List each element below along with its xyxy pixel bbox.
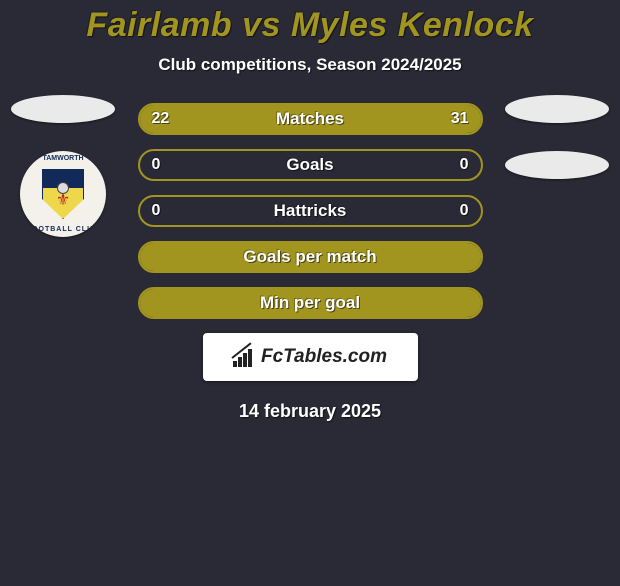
stat-label: Hattricks (140, 201, 481, 221)
stat-bar: Min per goal (138, 287, 483, 319)
left-player-column: TAMWORTH ⚜ FOOTBALL CLUB (8, 95, 118, 237)
left-player-flag (11, 95, 115, 123)
stat-label: Goals per match (140, 247, 481, 267)
stat-right-value: 31 (451, 110, 469, 128)
stat-left-value: 0 (152, 156, 161, 174)
stat-label: Min per goal (140, 293, 481, 313)
right-player-flag (505, 95, 609, 123)
right-player-secondary-oval (505, 151, 609, 179)
stat-right-value: 0 (460, 202, 469, 220)
crest-text-top: TAMWORTH (20, 155, 106, 162)
stat-bar: 0Goals0 (138, 149, 483, 181)
stat-label: Goals (140, 155, 481, 175)
logo-text: FcTables.com (261, 346, 387, 368)
left-player-crest: TAMWORTH ⚜ FOOTBALL CLUB (20, 151, 106, 237)
right-player-column (502, 95, 612, 207)
stat-bar: Goals per match (138, 241, 483, 273)
stat-right-value: 0 (460, 156, 469, 174)
comparison-title: Fairlamb vs Myles Kenlock (0, 6, 620, 45)
comparison-subtitle: Club competitions, Season 2024/2025 (0, 55, 620, 75)
stat-bar: 0Hattricks0 (138, 195, 483, 227)
crest-shield-icon: ⚜ (42, 169, 84, 219)
snapshot-date: 14 february 2025 (0, 401, 620, 422)
stat-left-value: 0 (152, 202, 161, 220)
stat-left-value: 22 (152, 110, 170, 128)
stat-bars-container: 22Matches310Goals00Hattricks0Goals per m… (138, 103, 483, 319)
stat-bar: 22Matches31 (138, 103, 483, 135)
crest-text-bottom: FOOTBALL CLUB (20, 226, 106, 233)
comparison-body: TAMWORTH ⚜ FOOTBALL CLUB 22Matches310Goa… (0, 103, 620, 422)
fctables-logo: FcTables.com (203, 333, 418, 381)
stat-label: Matches (140, 109, 481, 129)
barchart-icon (233, 347, 255, 367)
